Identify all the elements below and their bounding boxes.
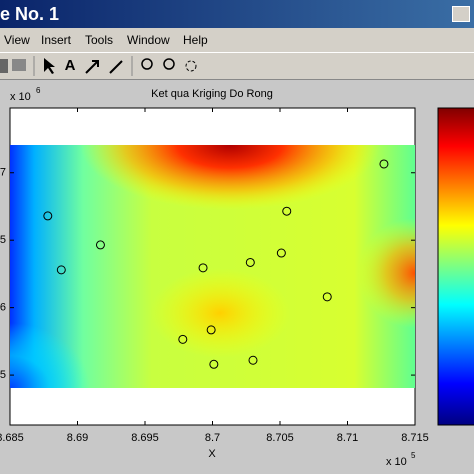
print-icon[interactable]	[12, 59, 26, 71]
select-icon[interactable]	[44, 58, 55, 74]
y-multiplier: x 10	[10, 91, 31, 103]
y-tick-label: 5	[0, 369, 6, 381]
data-point	[43, 211, 53, 221]
chart-title: Ket qua Kriging Do Rong	[151, 88, 273, 100]
data-point	[56, 265, 66, 275]
data-point	[245, 257, 255, 267]
menu-item[interactable]: Help	[183, 33, 208, 47]
x-multiplier-power: 5	[411, 451, 416, 460]
menu-bar: View Insert Tools Window Help	[0, 28, 474, 52]
x-multiplier: x 10	[386, 456, 407, 468]
x-axis-label: X	[208, 448, 216, 460]
data-point	[322, 292, 332, 302]
data-point	[248, 355, 258, 365]
toolbar: A	[0, 52, 474, 80]
data-point	[209, 359, 219, 369]
text-icon[interactable]: A	[65, 57, 76, 74]
data-point	[198, 263, 208, 273]
tool-icon[interactable]	[0, 59, 8, 73]
menu-item[interactable]: Tools	[85, 33, 114, 47]
x-tick-label: 8.705	[266, 432, 294, 444]
x-tick-label: 8.695	[131, 432, 159, 444]
heatmap	[10, 145, 415, 388]
data-point	[379, 159, 389, 169]
minimize-button[interactable]	[452, 6, 470, 22]
x-tick-label: 8.71	[337, 432, 358, 444]
rotate-icon[interactable]	[185, 60, 197, 72]
x-tick-label: 8.69	[67, 432, 88, 444]
data-point	[206, 325, 216, 335]
data-point	[282, 206, 292, 216]
colorbar	[437, 107, 474, 426]
y-multiplier-power: 6	[36, 86, 41, 95]
data-point	[178, 334, 188, 344]
menu-item[interactable]: Insert	[41, 33, 72, 47]
zoom-in-icon[interactable]	[141, 58, 153, 70]
menu-item[interactable]: View	[4, 33, 30, 47]
x-tick-label: 8.7	[205, 432, 220, 444]
data-point	[95, 240, 105, 250]
toolbar-icons: A	[0, 56, 197, 76]
x-tick-label: 8.715	[401, 432, 429, 444]
line-icon[interactable]	[109, 60, 123, 74]
y-tick-label: 6	[0, 302, 6, 314]
menu-item[interactable]: Window	[127, 33, 170, 47]
window-title: e No. 1	[0, 4, 60, 24]
zoom-out-icon[interactable]	[163, 58, 175, 70]
y-tick-label: 7	[0, 167, 6, 179]
x-tick-label: 8.685	[0, 432, 24, 444]
y-tick-label: 5	[0, 234, 6, 246]
figure: Ket qua Kriging Do Rong x 10 6 x 10 5 X …	[0, 86, 474, 468]
data-point	[276, 248, 286, 258]
title-bar: e No. 1	[0, 0, 474, 28]
arrow-icon[interactable]	[85, 60, 99, 74]
